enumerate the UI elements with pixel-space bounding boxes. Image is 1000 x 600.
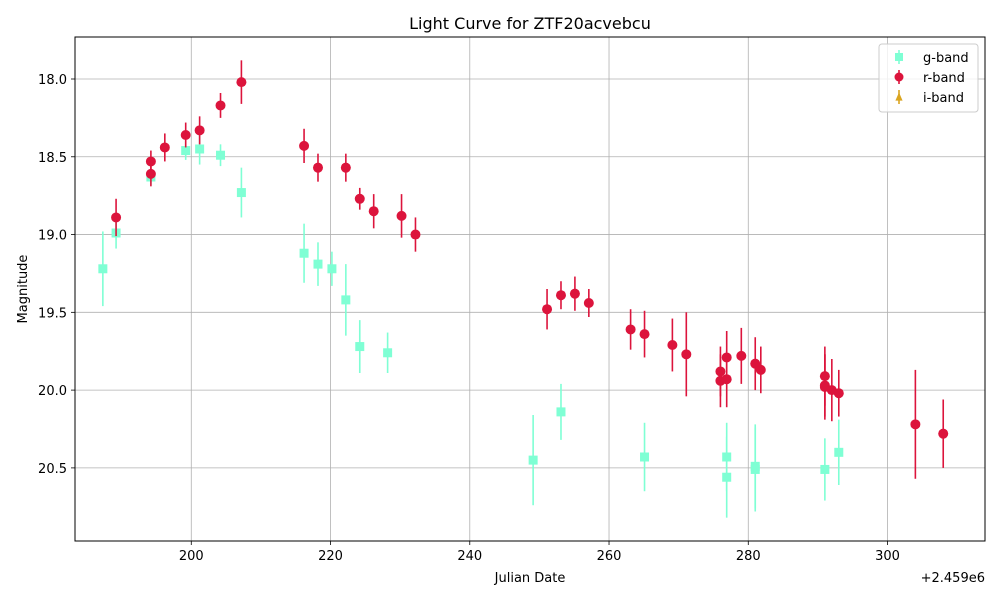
r-band-point <box>542 304 553 315</box>
r-band-point <box>194 125 205 136</box>
r-band-point <box>215 100 226 111</box>
r-band-point <box>910 419 921 430</box>
r-band-point <box>555 290 566 301</box>
y-tick-label: 18.5 <box>38 151 67 166</box>
x-tick-label: 260 <box>597 549 622 564</box>
g-band-point <box>528 455 538 465</box>
r-band-point <box>755 364 766 375</box>
y-tick-label: 20.5 <box>38 462 67 477</box>
plot-frame <box>74 36 986 542</box>
data-series <box>98 60 949 518</box>
g-band-point <box>556 407 566 417</box>
x-tick-label: 220 <box>318 549 343 564</box>
g-band-point <box>341 295 351 305</box>
y-tick-label: 19.5 <box>38 306 67 321</box>
legend-frame <box>878 43 979 113</box>
r-band-point <box>625 324 636 335</box>
r-band-legend-entry: r-band <box>894 70 965 86</box>
r-band-point <box>569 288 580 299</box>
g-band-point <box>820 464 830 474</box>
r-band-point <box>721 352 732 363</box>
r-band-point <box>340 162 351 173</box>
g-band-point <box>327 264 337 274</box>
g-band-point <box>181 146 191 156</box>
i-band-legend-label: i-band <box>923 91 964 106</box>
x-tick-label: 240 <box>457 549 482 564</box>
y-tick-label: 18.0 <box>38 73 67 88</box>
legend: g-band r-band i-band <box>878 43 979 113</box>
g-band-point <box>98 264 108 274</box>
g-band-legend-label: g-band <box>923 51 969 66</box>
r-band-point <box>159 142 170 153</box>
x-tick-label: 200 <box>179 549 204 564</box>
r-band-point <box>736 350 747 361</box>
r-band-point <box>681 349 692 360</box>
r-band-point <box>833 388 844 399</box>
g-band-legend-marker <box>895 53 903 61</box>
r-band-point <box>583 298 594 308</box>
g-band-legend-entry: g-band <box>895 50 969 66</box>
r-band-point <box>299 140 310 151</box>
g-band-point <box>640 452 650 462</box>
g-band-point <box>216 150 226 160</box>
i-band-legend-marker <box>895 92 903 101</box>
chart-title: Light Curve for ZTF20acvebcu <box>409 14 651 33</box>
r-band-point <box>312 162 323 173</box>
r-band-point <box>639 329 650 340</box>
x-axis-ticks: 200 220 240 260 280 300 <box>179 541 900 564</box>
i-band-legend-entry: i-band <box>895 90 964 106</box>
g-band-point <box>313 259 323 269</box>
r-band-point <box>938 428 949 439</box>
r-band-point <box>667 340 678 350</box>
g-band-point <box>834 447 844 457</box>
y-axis-ticks: 18.0 18.5 19.0 19.5 20.0 20.5 <box>38 73 75 477</box>
r-band-point <box>111 212 122 223</box>
r-band-point <box>354 193 365 204</box>
x-axis-offset-label: +2.459e6 <box>921 571 985 586</box>
g-band-point <box>750 464 760 474</box>
r-band-point <box>368 206 379 217</box>
x-tick-label: 280 <box>736 549 761 564</box>
g-band-point <box>355 342 365 352</box>
g-band-point <box>236 188 246 198</box>
r-band-point <box>410 229 421 240</box>
g-band-point <box>722 472 732 482</box>
r-band-point <box>715 366 726 377</box>
y-tick-label: 19.0 <box>38 229 67 244</box>
g-band-point <box>195 144 205 154</box>
r-band-point <box>396 210 407 221</box>
grid-lines <box>75 37 985 541</box>
r-band-point <box>145 168 156 179</box>
r-band-series <box>111 60 949 479</box>
y-tick-label: 20.0 <box>38 384 67 399</box>
r-band-legend-marker <box>894 72 904 82</box>
x-tick-label: 300 <box>875 549 900 564</box>
r-band-point <box>180 130 191 140</box>
y-axis-label: Magnitude <box>16 255 31 324</box>
g-band-point <box>383 348 393 358</box>
r-band-point <box>236 77 247 88</box>
r-band-legend-label: r-band <box>923 71 965 86</box>
g-band-point <box>299 248 309 258</box>
x-axis-label: Julian Date <box>494 571 566 586</box>
